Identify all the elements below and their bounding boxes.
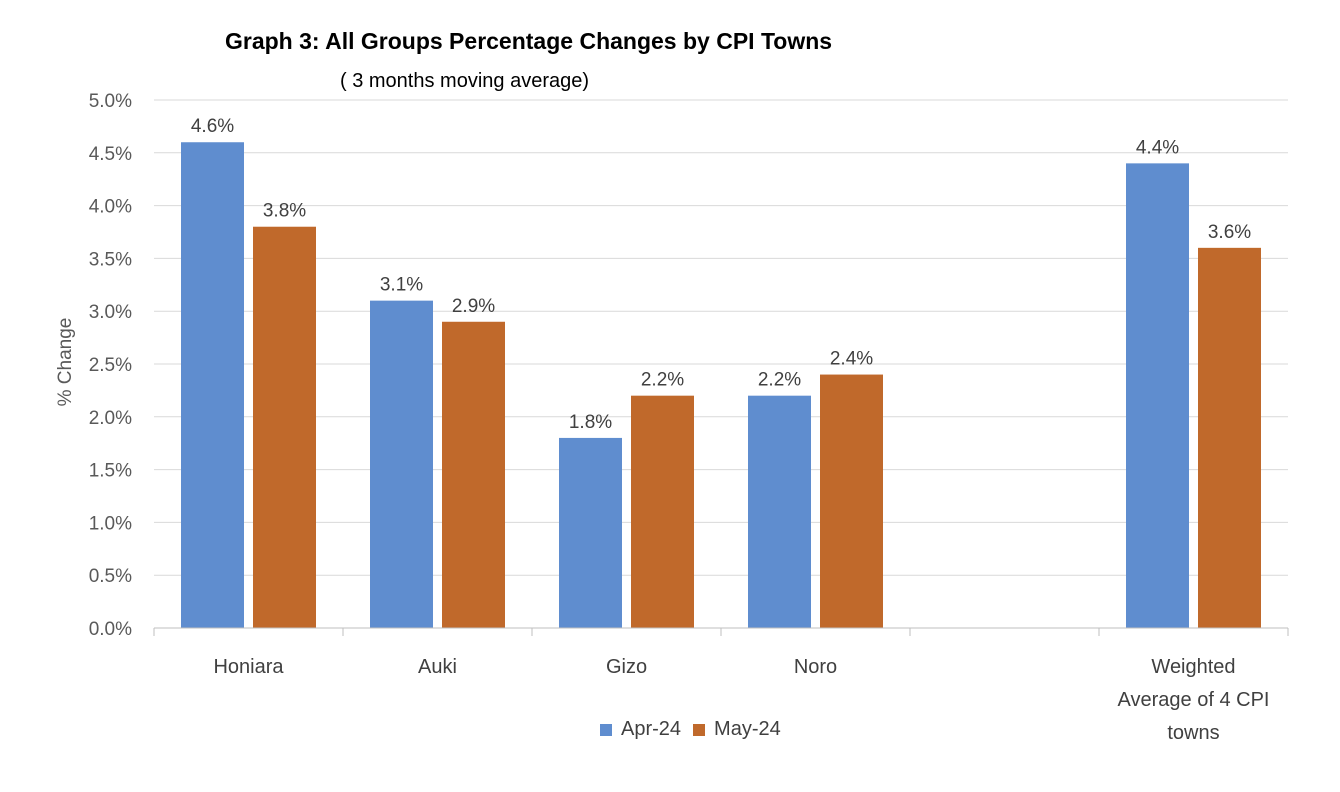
- bar: [181, 142, 244, 629]
- x-tick-label: Average of 4 CPI: [1118, 689, 1270, 711]
- y-tick-label: 4.5%: [89, 144, 132, 165]
- y-tick-label: 1.5%: [89, 461, 132, 482]
- data-label: 3.6%: [1208, 222, 1251, 243]
- data-label: 2.2%: [641, 370, 684, 391]
- legend-label-apr: Apr-24: [621, 718, 682, 740]
- data-label: 4.4%: [1136, 137, 1179, 158]
- y-tick-label: 2.5%: [89, 355, 132, 376]
- bar: [820, 374, 883, 628]
- y-tick-label: 4.0%: [89, 197, 132, 218]
- data-label: 3.1%: [380, 275, 423, 296]
- bars: [181, 142, 1261, 629]
- y-tick-label: 0.5%: [89, 566, 132, 587]
- data-label: 1.8%: [569, 412, 612, 433]
- y-tick-label: 5.0%: [89, 91, 132, 112]
- y-axis-label: % Change: [55, 317, 76, 407]
- data-label: 2.4%: [830, 349, 873, 370]
- x-tick-label: Gizo: [606, 656, 647, 678]
- chart-subtitle: ( 3 months moving average): [340, 70, 590, 92]
- x-tick-label: Auki: [418, 656, 457, 678]
- bar: [370, 300, 433, 628]
- bar: [253, 226, 316, 628]
- legend-item-apr: Apr-24: [600, 718, 681, 741]
- x-axis: [153, 627, 1289, 636]
- legend-item-may: May-24: [693, 718, 781, 741]
- legend-label-may: May-24: [714, 718, 781, 740]
- legend: Apr-24 May-24: [600, 718, 781, 741]
- bar: [1126, 163, 1189, 629]
- data-label: 4.6%: [191, 116, 234, 137]
- data-label: 2.2%: [758, 370, 801, 391]
- data-labels: 4.6% 3.1% 1.8% 2.2% 4.4% 3.8% 2.9% 2.2% 2.4% 3.6%: [191, 116, 1251, 433]
- legend-swatch-apr: [600, 723, 612, 736]
- gridlines: [154, 99, 1288, 576]
- x-tick-labels: Honiara Auki Gizo Noro Weighted Average of 4 …: [213, 656, 1269, 744]
- legend-swatch-may: [693, 723, 706, 736]
- x-tick-label: towns: [1167, 722, 1219, 744]
- y-tick-label: 1.0%: [89, 513, 132, 534]
- data-label: 2.9%: [452, 296, 495, 317]
- bar: [748, 395, 811, 628]
- y-tick-label: 2.0%: [89, 408, 132, 429]
- y-tick-labels: 0.0% 0.5% 1.0% 1.5% 2.0% 2.5% 3.0% 3.5% 4.0% 4.5%…: [89, 91, 132, 640]
- x-tick-label: Noro: [794, 656, 837, 678]
- chart-title: Graph 3: All Groups Percentage Changes b…: [225, 28, 833, 54]
- x-tick-label: Honiara: [213, 656, 284, 678]
- y-tick-label: 3.0%: [89, 302, 132, 323]
- bar: [631, 395, 694, 628]
- y-tick-label: 3.5%: [89, 249, 132, 270]
- x-tick-label: Weighted: [1151, 656, 1235, 678]
- bar: [559, 437, 622, 628]
- bar: [442, 321, 505, 628]
- bar: [1198, 247, 1261, 628]
- y-tick-label: 0.0%: [89, 619, 132, 640]
- data-label: 3.8%: [263, 201, 306, 222]
